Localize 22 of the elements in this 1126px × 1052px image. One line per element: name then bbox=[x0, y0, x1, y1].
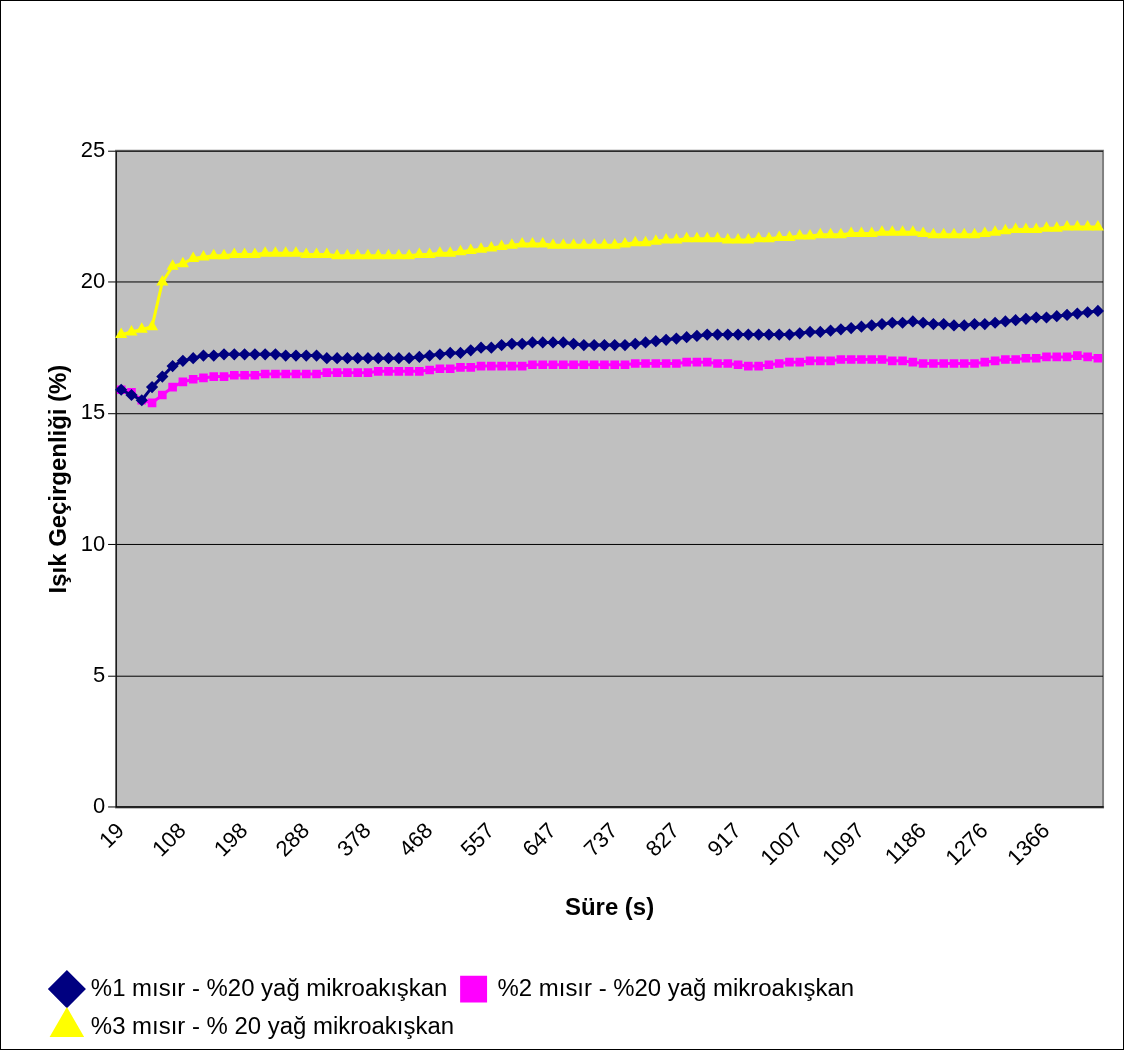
x-tick-label: 288 bbox=[270, 817, 315, 862]
y-axis-title: Işık Geçirgenliği (%) bbox=[43, 364, 71, 594]
x-tick-label: 378 bbox=[332, 817, 376, 862]
y-tick-label: 5 bbox=[92, 662, 106, 688]
x-axis-title: Süre (s) bbox=[564, 893, 655, 921]
x-tick-label: 468 bbox=[393, 817, 438, 862]
x-tick-label: 19 bbox=[94, 817, 130, 853]
y-tick-label: 15 bbox=[80, 399, 106, 425]
y-tick-label: 10 bbox=[80, 530, 106, 556]
y-tick-label: 20 bbox=[80, 268, 106, 294]
x-tick-label: 827 bbox=[640, 817, 685, 862]
x-tick-label: 557 bbox=[455, 817, 500, 862]
x-tick-label: 737 bbox=[578, 817, 623, 862]
x-tick-label: 198 bbox=[208, 817, 253, 862]
y-tick-label: 0 bbox=[92, 793, 106, 819]
x-tick-label: 647 bbox=[517, 817, 561, 862]
legend-label: %1 mısır - %20 yağ mikroakışkan bbox=[90, 973, 448, 1001]
x-tick-label: 108 bbox=[147, 817, 191, 862]
legend-label: %2 mısır - %20 yağ mikroakışkan bbox=[497, 973, 855, 1001]
x-tick-label: 917 bbox=[702, 817, 746, 862]
legend-label: %3 mısır - % 20 yağ mikroakışkan bbox=[90, 1011, 455, 1039]
y-tick-label: 25 bbox=[80, 136, 106, 162]
